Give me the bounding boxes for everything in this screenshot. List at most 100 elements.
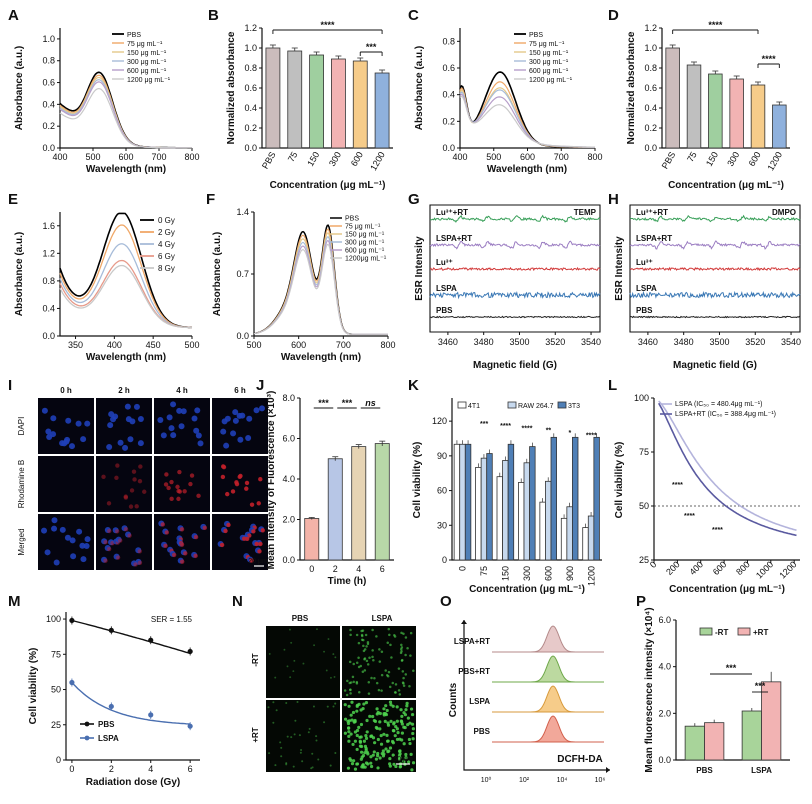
- series-line-C-5: [459, 95, 596, 148]
- bar-B-1: [287, 50, 303, 149]
- ros-dot: [352, 662, 355, 666]
- x-tick-label-B: 1200: [368, 150, 387, 172]
- bar-K: [496, 476, 503, 561]
- nucleus-dot: [44, 549, 51, 556]
- esr-trace-H-4: [629, 315, 801, 319]
- nucleus-dot: [50, 431, 57, 438]
- ros-dot: [368, 714, 372, 718]
- bar-B-4: [352, 60, 368, 149]
- ros-dot: [326, 705, 329, 708]
- ros-dot: [408, 741, 412, 746]
- rhodamine-dot: [258, 541, 263, 547]
- y-tick-label: 1.2: [42, 248, 55, 258]
- rhodamine-dot: [183, 551, 188, 556]
- rhodamine-dot: [142, 489, 147, 494]
- ros-dot: [365, 718, 369, 723]
- ros-dot: [389, 719, 393, 723]
- ros-dot: [398, 737, 402, 741]
- nucleus-dot: [232, 417, 239, 424]
- nucleus-dot: [108, 539, 115, 546]
- ros-dot: [348, 681, 352, 685]
- ros-dot: [353, 767, 358, 771]
- legend-label-F: 75 μg mL⁻¹: [345, 224, 381, 231]
- ros-dot: [347, 730, 351, 734]
- nucleus-dot: [137, 416, 144, 423]
- ros-dot: [402, 676, 405, 680]
- ros-dot: [369, 734, 373, 738]
- x-axis-label-H: Magnetic field (G): [673, 360, 757, 371]
- x-tick-label: 500: [184, 340, 199, 350]
- x-tick-label: 400: [452, 152, 467, 162]
- x-tick-label-K: 0: [458, 566, 468, 571]
- y-axis-label-K: Cell viability (%): [412, 442, 423, 519]
- micrograph-tile: [38, 514, 94, 570]
- ros-dot: [386, 750, 390, 754]
- ros-dot: [358, 744, 363, 748]
- y-tick-label: 2.0: [658, 708, 671, 718]
- ros-dot: [391, 704, 395, 708]
- panel-letter-G: G: [408, 191, 420, 208]
- esr-trace-G-1: [429, 240, 601, 250]
- ros-dot: [371, 655, 374, 659]
- x-tick-label-D: 1200: [765, 150, 784, 172]
- ros-dot: [404, 708, 408, 712]
- ros-dot: [312, 705, 315, 708]
- legend-label-A: 150 μg mL⁻¹: [127, 50, 167, 57]
- axis-frame: [653, 398, 800, 561]
- ros-dot: [387, 627, 391, 631]
- ros-dot: [366, 663, 370, 666]
- ros-dot: [411, 761, 416, 765]
- ros-dot: [327, 638, 330, 640]
- x-tick-label: 500: [246, 340, 261, 350]
- ros-dot: [388, 746, 393, 750]
- legend-label-F: 150 μg mL⁻¹: [345, 232, 385, 239]
- rhodamine-dot: [166, 485, 171, 491]
- significance-K: ***: [480, 421, 488, 428]
- significance-K: ****: [500, 423, 511, 430]
- ros-dot: [315, 739, 318, 742]
- time-column-label: 6 h: [234, 386, 246, 395]
- ros-dot: [352, 680, 356, 684]
- ros-dot: [349, 633, 352, 637]
- nucleus-dot: [59, 526, 66, 533]
- rhodamine-dot: [179, 527, 185, 532]
- x-tick-label-P: LSPA: [751, 766, 772, 775]
- ros-dot: [385, 733, 389, 737]
- histogram-3: [492, 715, 604, 743]
- ros-dot: [397, 667, 401, 670]
- x-tick-label-O: 10⁴: [557, 777, 568, 784]
- ros-dot: [374, 757, 378, 761]
- panel-letter-D: D: [608, 7, 619, 24]
- ros-dot: [382, 732, 386, 736]
- legend-label-E: 4 Gy: [158, 240, 175, 249]
- ros-dot: [394, 724, 398, 729]
- rhodamine-dot: [163, 482, 169, 487]
- ros-dot: [376, 766, 380, 770]
- x-tick-label-L: 1000: [754, 559, 775, 580]
- x-tick-label-H: 3540: [781, 337, 801, 347]
- ros-dot: [286, 735, 289, 738]
- ros-dot: [377, 688, 381, 692]
- ros-dot: [390, 739, 395, 744]
- y-tick-label: 0.2: [244, 123, 257, 133]
- legend-label-E: 2 Gy: [158, 228, 175, 237]
- significance-K: *: [568, 430, 571, 437]
- y-tick-label: 0.6: [42, 78, 55, 88]
- legend-label-A: 600 μg mL⁻¹: [127, 68, 167, 75]
- nucleus-dot: [76, 528, 83, 535]
- series-line-C-4: [459, 93, 595, 148]
- ros-dot: [364, 701, 369, 705]
- rhodamine-dot: [242, 536, 247, 541]
- rhodamine-dot: [132, 477, 137, 482]
- ros-dot: [399, 651, 403, 655]
- rhodamine-dot: [127, 533, 132, 538]
- ros-dot: [378, 660, 382, 663]
- row-label: Merged: [17, 528, 26, 555]
- ros-dot: [359, 722, 364, 727]
- ros-dot: [404, 755, 408, 760]
- ros-dot: [376, 754, 380, 758]
- probe-label-H: DMPO: [772, 208, 796, 217]
- ros-dot: [343, 717, 348, 721]
- y-tick-label: 0.6: [644, 83, 657, 93]
- rhodamine-dot: [221, 464, 227, 470]
